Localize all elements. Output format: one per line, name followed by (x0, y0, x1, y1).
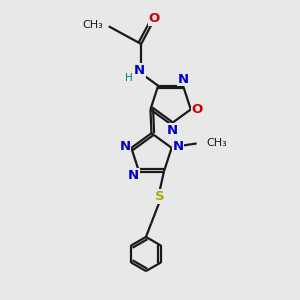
Text: N: N (128, 169, 139, 182)
Text: O: O (149, 13, 160, 26)
Text: CH₃: CH₃ (206, 138, 227, 148)
Text: N: N (178, 73, 189, 86)
Text: N: N (172, 140, 184, 153)
Text: S: S (155, 190, 164, 203)
Text: CH₃: CH₃ (83, 20, 104, 30)
Text: N: N (167, 124, 178, 137)
Text: N: N (119, 140, 130, 153)
Text: H: H (125, 73, 133, 83)
Text: N: N (134, 64, 145, 77)
Text: O: O (192, 103, 203, 116)
